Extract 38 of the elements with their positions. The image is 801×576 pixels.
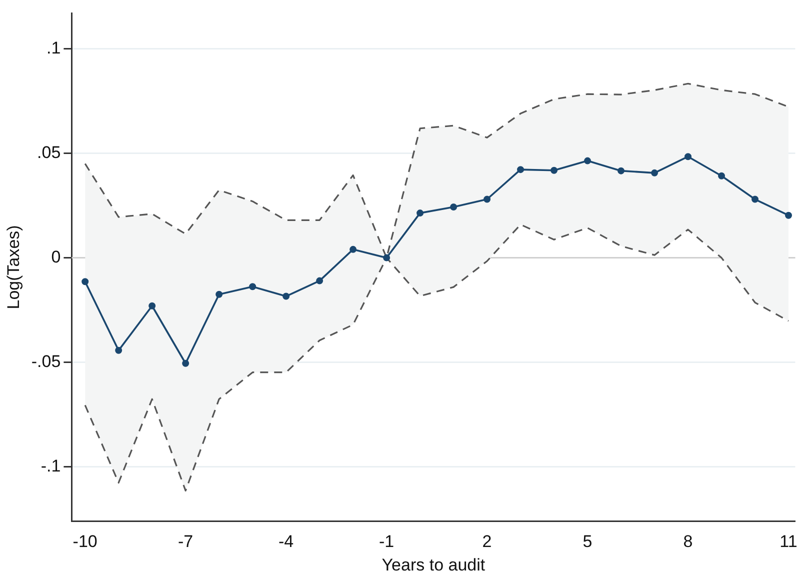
point bbox=[282, 292, 290, 300]
point bbox=[752, 196, 759, 203]
y-tick-label: 0 bbox=[51, 247, 61, 266]
point bbox=[651, 169, 658, 176]
x-tick-label: 8 bbox=[683, 532, 693, 552]
point bbox=[584, 157, 592, 164]
point bbox=[350, 246, 357, 253]
x-tick-label: -1 bbox=[378, 532, 394, 552]
point bbox=[249, 283, 256, 290]
x-tick-label: 5 bbox=[582, 532, 592, 552]
point bbox=[785, 212, 792, 219]
point bbox=[115, 346, 122, 354]
x-tick-label: -4 bbox=[278, 532, 294, 552]
y-tick-label: .1 bbox=[46, 38, 61, 58]
line-series bbox=[84, 224, 790, 492]
point bbox=[148, 302, 156, 310]
point bbox=[182, 360, 190, 367]
point bbox=[383, 254, 390, 262]
point bbox=[618, 167, 625, 174]
point bbox=[416, 210, 424, 217]
point bbox=[450, 203, 458, 210]
y-tick-label: .05 bbox=[37, 142, 61, 162]
x-axis-title: Years to audit bbox=[382, 555, 486, 574]
point bbox=[517, 166, 524, 174]
y-tick-label: -.05 bbox=[31, 352, 61, 372]
x-tick-label: 2 bbox=[482, 532, 492, 552]
point bbox=[550, 166, 558, 174]
point bbox=[484, 196, 491, 203]
point bbox=[82, 278, 89, 286]
y-axis-title: Log(Taxes) bbox=[4, 225, 23, 310]
point bbox=[216, 290, 223, 298]
y-tick-label: -.1 bbox=[40, 456, 61, 476]
x-tick-label: -10 bbox=[72, 532, 98, 552]
x-tick-label: -7 bbox=[178, 532, 194, 552]
point bbox=[718, 172, 726, 180]
point bbox=[684, 153, 692, 160]
x-tick-label: 11 bbox=[780, 532, 798, 552]
point bbox=[316, 277, 324, 284]
